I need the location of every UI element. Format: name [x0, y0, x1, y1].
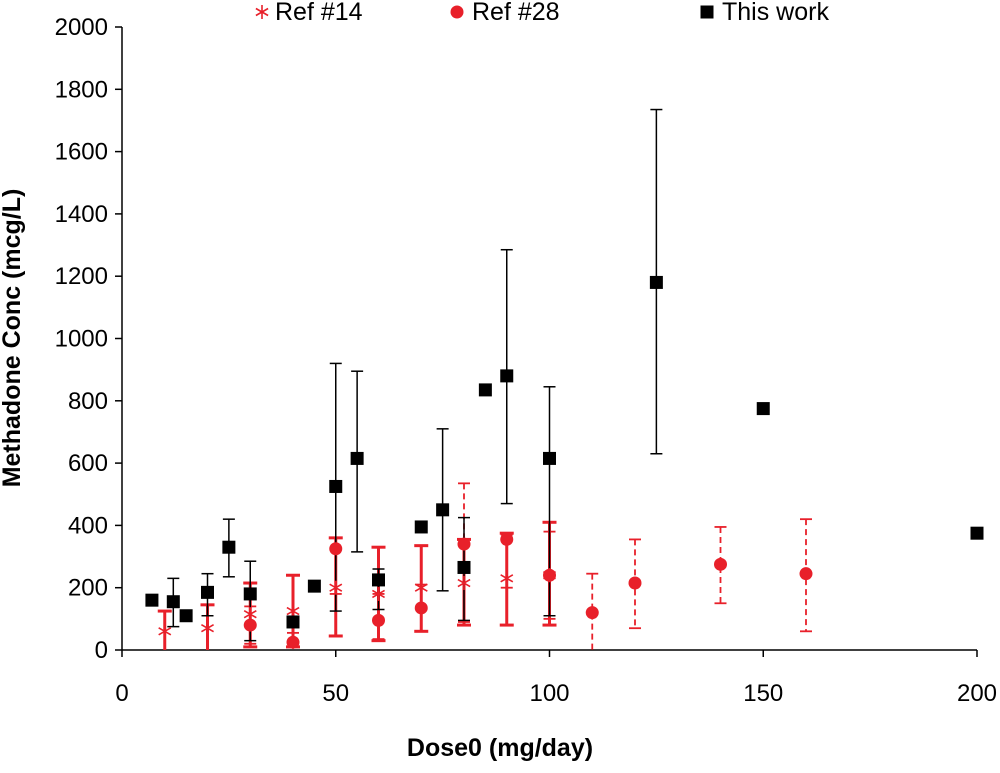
legend-item-ref28: Ref #28 — [450, 0, 560, 26]
y-tick-label: 0 — [95, 637, 108, 664]
legend-item-ref14: Ref #14 — [255, 0, 363, 26]
data-point-circle — [243, 618, 257, 632]
error-bar — [714, 526, 727, 605]
y-tick-label: 200 — [68, 575, 108, 602]
error-bar — [586, 572, 599, 650]
data-point-square — [970, 526, 984, 540]
data-point-square — [478, 383, 492, 397]
data-point-square — [243, 587, 257, 601]
y-tick-label: 400 — [68, 512, 108, 539]
x-tick-label: 100 — [529, 680, 569, 707]
data-point-circle — [286, 635, 300, 649]
x-tick-label: 50 — [322, 680, 349, 707]
y-tick-label: 1200 — [55, 263, 108, 290]
y-tick-label: 1000 — [55, 326, 108, 353]
data-point-square — [756, 402, 770, 416]
x-tick-label: 150 — [743, 680, 783, 707]
y-axis-title: Methadone Conc (mcg/L) — [0, 189, 26, 488]
y-tick-label: 1600 — [55, 139, 108, 166]
axes — [115, 26, 978, 657]
data-point-square — [436, 503, 450, 517]
data-point-circle — [585, 606, 599, 620]
data-point-asterisk — [500, 571, 514, 586]
data-point-asterisk — [158, 624, 172, 639]
data-point-square — [414, 520, 428, 534]
data-point-square — [145, 593, 159, 607]
x-axis-title: Dose0 (mg/day) — [407, 734, 593, 762]
data-point-asterisk — [414, 580, 428, 595]
data-point-circle — [329, 542, 343, 556]
data-point-circle — [628, 576, 642, 590]
data-point-square — [222, 540, 236, 554]
legend-label-this-work: This work — [722, 0, 829, 26]
data-point-asterisk — [201, 621, 214, 636]
data-point-square — [179, 609, 193, 623]
data-point-circle — [500, 532, 514, 546]
data-point-square — [286, 615, 300, 629]
legend-label-ref14: Ref #14 — [275, 0, 363, 26]
data-point-square — [649, 275, 663, 289]
data-point-circle — [799, 567, 813, 581]
legend-marker-square — [700, 5, 714, 19]
y-tick-labels: 0 200 400 600 800 1000 1200 1400 1600 1800 2000 — [55, 14, 108, 664]
data-point-circle — [543, 568, 556, 582]
data-point-square — [500, 369, 514, 383]
data-point-circle — [372, 613, 385, 627]
legend-marker — [450, 5, 464, 19]
y-tick-label: 1400 — [55, 201, 108, 228]
data-point-square — [543, 451, 556, 465]
y-tick-label: 2000 — [55, 14, 108, 41]
data-point-circle — [414, 601, 428, 615]
error-bar — [800, 518, 812, 633]
data-point-square — [201, 585, 214, 599]
data-point-square — [372, 573, 385, 587]
legend-label-ref28: Ref #28 — [472, 0, 560, 26]
data-point-asterisk — [457, 576, 471, 591]
x-tick-label: 0 — [115, 680, 128, 707]
legend-marker — [255, 5, 269, 19]
data-point-square — [307, 579, 321, 593]
data-point-circle — [457, 537, 471, 551]
legend-marker-circle — [450, 5, 464, 19]
y-tick-label: 600 — [68, 450, 108, 477]
legend: Ref #14 Ref #28 This work — [255, 0, 829, 26]
error-bars — [157, 108, 812, 650]
x-tick-labels: 0 50 100 150 200 — [115, 680, 997, 707]
data-point-circle — [714, 557, 727, 571]
legend-marker — [700, 5, 714, 19]
y-tick-label: 800 — [68, 388, 108, 415]
data-point-square — [166, 595, 180, 609]
legend-item-this-work: This work — [700, 0, 829, 26]
data-point-square — [457, 560, 471, 574]
x-tick-label: 200 — [957, 680, 997, 707]
legend-marker-asterisk — [255, 5, 269, 19]
data-point-asterisk — [329, 580, 343, 595]
data-points — [145, 275, 984, 649]
data-point-square — [350, 451, 364, 465]
data-point-asterisk — [372, 586, 385, 601]
data-point-square — [329, 479, 343, 493]
y-tick-label: 1800 — [55, 76, 108, 103]
